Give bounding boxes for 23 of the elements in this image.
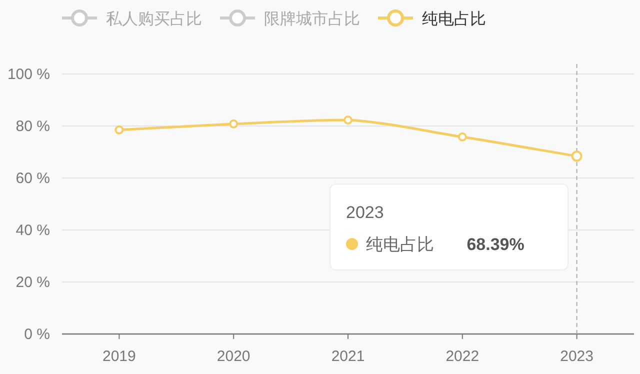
y-tick-label: 0 % [24, 326, 50, 343]
y-tick-label: 20 % [16, 274, 50, 291]
legend-item: 限牌城市占比 [220, 10, 360, 28]
legend-label: 纯电占比 [422, 10, 486, 28]
x-tick-label: 2021 [331, 348, 365, 365]
y-tick-label: 40 % [16, 222, 50, 239]
point [344, 116, 352, 125]
point [458, 132, 467, 142]
tooltip: 2023 纯电占比 68.39% [330, 184, 568, 270]
point [229, 119, 238, 128]
x-tick-label: 2022 [446, 348, 480, 365]
legend-label: 限牌城市占比 [264, 10, 360, 28]
y-tick-label: 80 % [16, 118, 50, 135]
y-tick-label: 100 % [7, 66, 50, 83]
point [114, 125, 124, 134]
legend-label: 私人购买占比 [106, 10, 202, 28]
x-tick-label: 2019 [102, 348, 136, 365]
annotation: 2023 [346, 203, 384, 222]
legend-item: 纯电占比 [378, 10, 486, 28]
legend-item: 私人购买占比 [62, 10, 202, 28]
x-tick-label: 2023 [560, 348, 594, 365]
y-tick-label: 60 % [16, 170, 50, 187]
x-tick-label: 2020 [216, 348, 250, 365]
